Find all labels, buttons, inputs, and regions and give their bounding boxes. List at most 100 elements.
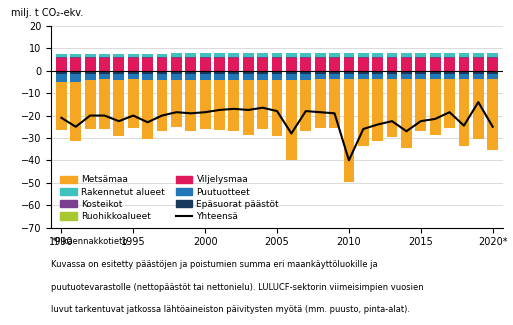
Bar <box>344 57 354 58</box>
Bar <box>459 71 469 74</box>
Bar <box>228 80 239 131</box>
Bar <box>85 80 95 129</box>
Bar <box>128 57 139 58</box>
Bar <box>329 79 340 128</box>
Bar <box>56 71 67 74</box>
Bar <box>214 53 225 57</box>
Bar <box>401 58 412 71</box>
Bar <box>70 54 81 57</box>
Bar <box>329 74 340 79</box>
Bar <box>315 53 326 57</box>
Bar <box>286 58 297 71</box>
Bar <box>243 57 253 58</box>
Bar <box>416 53 426 57</box>
Bar <box>430 71 441 74</box>
Bar <box>56 57 67 58</box>
Bar <box>200 80 210 129</box>
Bar <box>214 71 225 74</box>
Bar <box>171 57 182 58</box>
Bar <box>387 53 398 57</box>
Bar <box>200 53 210 57</box>
Bar <box>171 74 182 80</box>
Bar <box>430 58 441 71</box>
Bar <box>257 58 268 71</box>
Bar <box>473 53 484 57</box>
Bar <box>315 79 326 128</box>
Bar <box>70 74 81 82</box>
Bar <box>487 79 498 150</box>
Bar <box>358 79 369 146</box>
Bar <box>401 53 412 57</box>
Bar <box>156 57 167 58</box>
Bar <box>113 57 124 58</box>
Bar <box>271 71 283 74</box>
Bar <box>99 74 110 79</box>
Bar <box>387 79 398 137</box>
Bar <box>459 74 469 79</box>
Bar <box>329 53 340 57</box>
Bar <box>301 80 311 131</box>
Bar <box>473 79 484 139</box>
Bar <box>185 58 196 71</box>
Bar <box>56 74 67 82</box>
Bar <box>401 79 412 148</box>
Bar <box>444 74 455 79</box>
Bar <box>85 74 95 80</box>
Bar <box>185 53 196 57</box>
Bar <box>271 74 283 80</box>
Bar <box>416 74 426 79</box>
Bar <box>387 71 398 74</box>
Bar <box>257 57 268 58</box>
Bar <box>128 74 139 79</box>
Bar <box>228 71 239 74</box>
Bar <box>99 54 110 57</box>
Bar <box>113 54 124 57</box>
Bar <box>473 58 484 71</box>
Bar <box>315 58 326 71</box>
Bar <box>473 74 484 79</box>
Bar <box>387 57 398 58</box>
Bar <box>487 71 498 74</box>
Bar <box>113 71 124 74</box>
Bar <box>243 53 253 57</box>
Bar <box>171 53 182 57</box>
Bar <box>70 57 81 58</box>
Bar <box>430 57 441 58</box>
Bar <box>459 53 469 57</box>
Bar <box>401 71 412 74</box>
Bar <box>358 74 369 79</box>
Bar <box>70 82 81 141</box>
Bar <box>487 57 498 58</box>
Bar <box>156 54 167 57</box>
Bar <box>113 58 124 71</box>
Bar <box>444 79 455 128</box>
Bar <box>99 79 110 129</box>
Bar <box>257 71 268 74</box>
Bar <box>243 74 253 80</box>
Bar <box>271 53 283 57</box>
Bar <box>430 53 441 57</box>
Bar <box>156 80 167 131</box>
Bar <box>444 71 455 74</box>
Bar <box>56 54 67 57</box>
Bar <box>185 74 196 80</box>
Bar <box>358 53 369 57</box>
Bar <box>142 71 153 74</box>
Bar <box>358 58 369 71</box>
Bar <box>214 57 225 58</box>
Text: Kuvassa on esitetty päästöjen ja poistumien summa eri maankäyttöluokille ja: Kuvassa on esitetty päästöjen ja poistum… <box>51 260 378 269</box>
Bar <box>257 74 268 80</box>
Bar <box>85 58 95 71</box>
Bar <box>372 79 383 141</box>
Bar <box>473 71 484 74</box>
Bar <box>344 74 354 79</box>
Bar <box>257 80 268 129</box>
Bar <box>142 57 153 58</box>
Bar <box>487 58 498 71</box>
Bar <box>372 71 383 74</box>
Bar <box>56 82 67 130</box>
Text: milj. t CO₂-ekv.: milj. t CO₂-ekv. <box>11 8 83 18</box>
Bar <box>301 58 311 71</box>
Bar <box>185 80 196 131</box>
Bar <box>344 58 354 71</box>
